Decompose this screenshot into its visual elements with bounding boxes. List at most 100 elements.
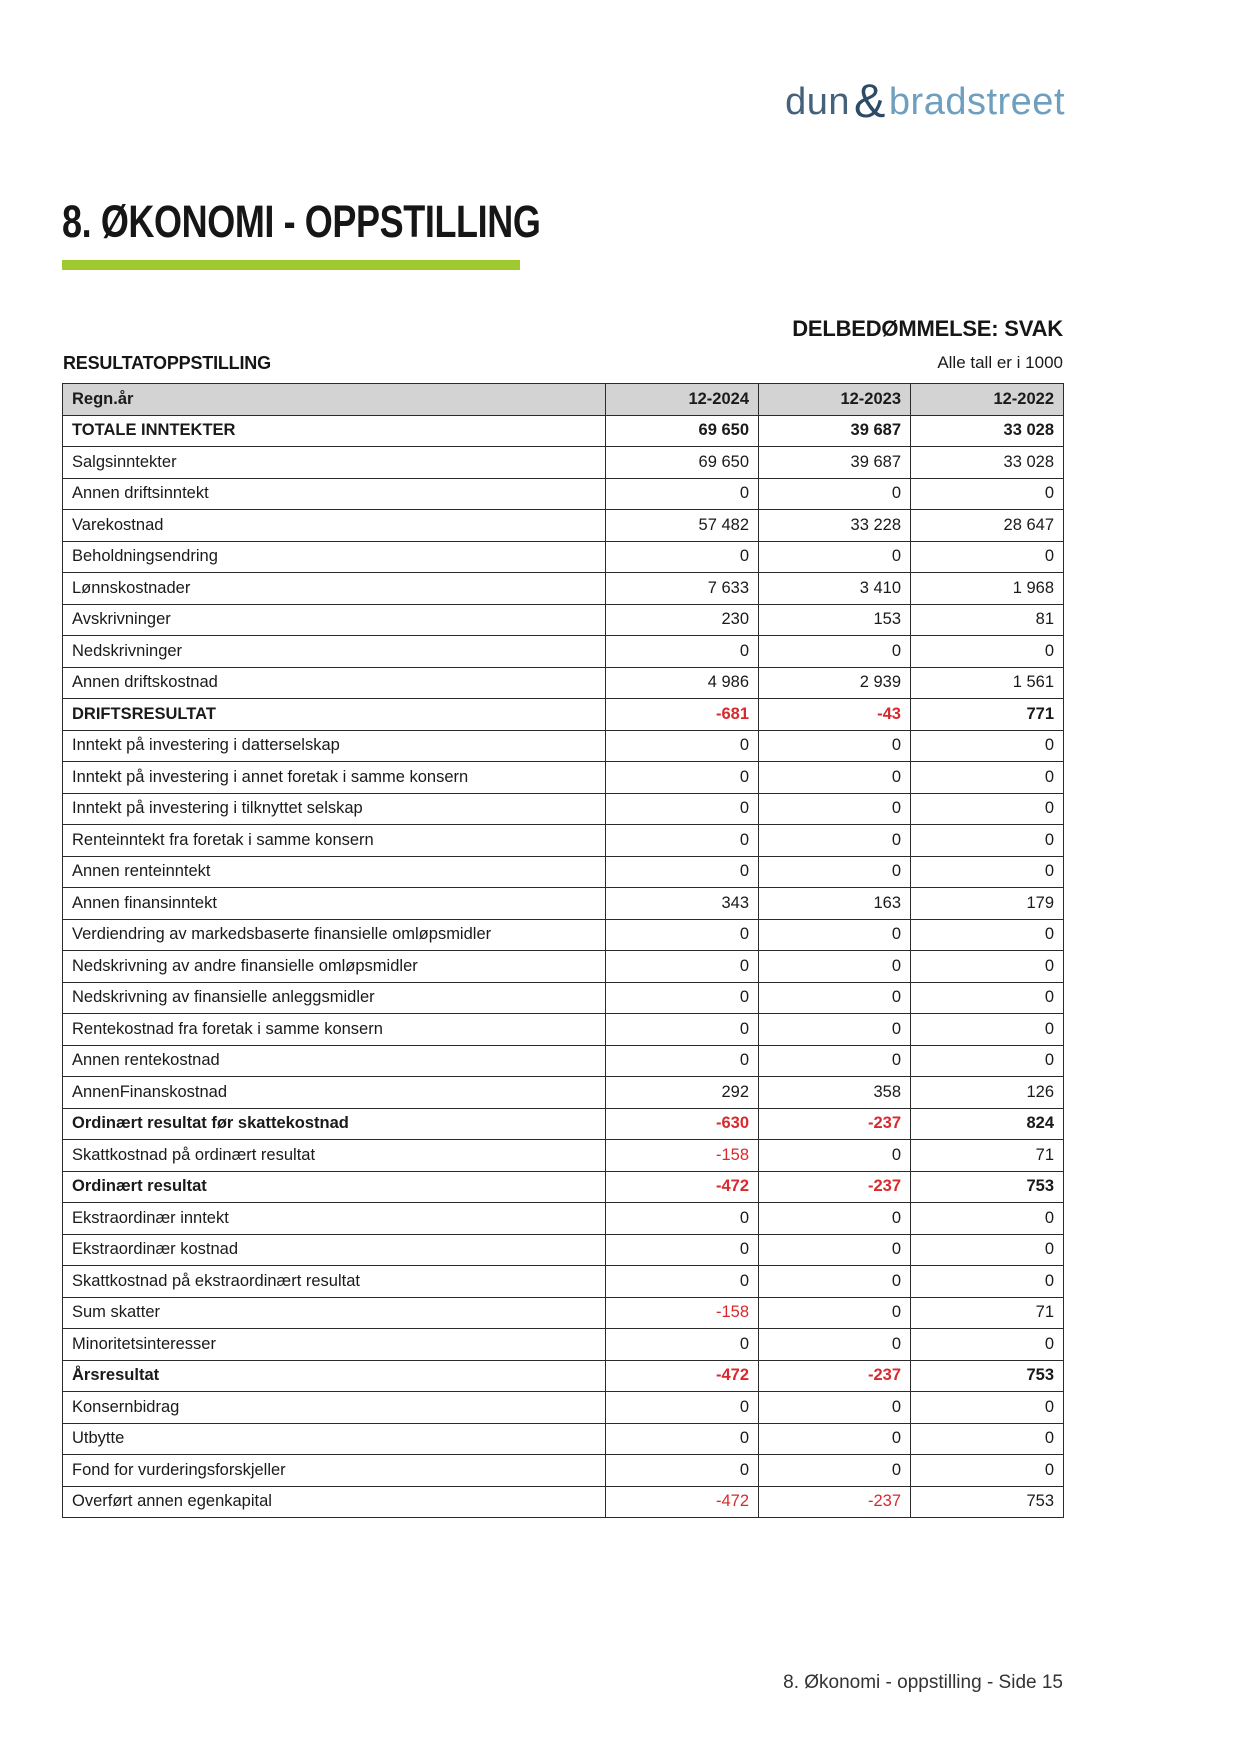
row-value: 0	[758, 981, 911, 1014]
row-value: 0	[605, 761, 759, 794]
row-value: 0	[910, 918, 1064, 951]
row-value: 81	[910, 603, 1064, 636]
row-label: Nedskrivninger	[62, 635, 606, 668]
row-label: Konsernbidrag	[62, 1391, 606, 1424]
table-row: Ekstraordinær inntekt 0 0 0	[62, 1202, 1064, 1235]
row-label: Nedskrivning av finansielle anleggsmidle…	[62, 981, 606, 1014]
row-value: 0	[910, 1454, 1064, 1487]
row-value: 0	[605, 1391, 759, 1424]
table-row: Beholdningsendring 0 0 0	[62, 540, 1064, 573]
table-row: Konsernbidrag 0 0 0	[62, 1391, 1064, 1424]
logo-text-dun: dun	[785, 81, 851, 123]
row-value: 0	[605, 824, 759, 857]
row-value: 0	[758, 1296, 911, 1329]
row-value: -681	[605, 698, 759, 731]
row-value: 179	[910, 887, 1064, 920]
row-value: 0	[758, 540, 911, 573]
table-row: Fond for vurderingsforskjeller 0 0 0	[62, 1454, 1064, 1487]
income-statement-table-wrap: Regn.år 12-2024 12-2023 12-2022 TOTALE I…	[62, 383, 1064, 1518]
row-value: 0	[605, 855, 759, 888]
row-label: Beholdningsendring	[62, 540, 606, 573]
table-row: Inntekt på investering i tilknyttet sels…	[62, 792, 1064, 825]
table-row: Salgsinntekter 69 650 39 687 33 028	[62, 446, 1064, 479]
units-note: Alle tall er i 1000	[937, 353, 1063, 372]
row-label: Annen finansinntekt	[62, 887, 606, 920]
row-value: 1 561	[910, 666, 1064, 699]
row-value: 0	[605, 1422, 759, 1455]
row-value: 0	[910, 1328, 1064, 1361]
row-value: 0	[605, 1265, 759, 1298]
row-value: 0	[758, 1328, 911, 1361]
row-value: 0	[605, 540, 759, 573]
row-label: Lønnskostnader	[62, 572, 606, 605]
row-value: 753	[910, 1359, 1064, 1392]
row-value: 69 650	[605, 446, 759, 479]
table-header-row: Regn.år 12-2024 12-2023 12-2022	[62, 383, 1064, 416]
row-value: -237	[758, 1359, 911, 1392]
row-value: 0	[758, 477, 911, 510]
row-value: 71	[910, 1296, 1064, 1329]
row-value: 230	[605, 603, 759, 636]
row-label: DRIFTSRESULTAT	[62, 698, 606, 731]
row-value: 0	[910, 981, 1064, 1014]
row-value: -472	[605, 1359, 759, 1392]
row-value: 0	[758, 1013, 911, 1046]
row-label: Varekostnad	[62, 509, 606, 542]
table-row: Årsresultat -472 -237 753	[62, 1359, 1064, 1392]
row-label: Ekstraordinær inntekt	[62, 1202, 606, 1235]
row-label: Rentekostnad fra foretak i samme konsern	[62, 1013, 606, 1046]
row-label: Sum skatter	[62, 1296, 606, 1329]
row-value: 0	[758, 729, 911, 762]
row-label: AnnenFinanskostnad	[62, 1076, 606, 1109]
row-label: Inntekt på investering i annet foretak i…	[62, 761, 606, 794]
row-value: 0	[758, 1202, 911, 1235]
row-value: 0	[605, 1454, 759, 1487]
row-value: 0	[605, 792, 759, 825]
result-table-body: TOTALE INNTEKTER 69 650 39 687 33 028 Salgsi…	[62, 414, 1064, 1518]
row-value: 0	[758, 1265, 911, 1298]
row-value: 0	[758, 1044, 911, 1077]
row-value: 33 028	[910, 414, 1064, 447]
row-value: 0	[910, 1391, 1064, 1424]
table-row: Avskrivninger 230 153 81	[62, 603, 1064, 636]
row-value: 4 986	[605, 666, 759, 699]
row-label: Verdiendring av markedsbaserte finansiel…	[62, 918, 606, 951]
row-value: 0	[758, 761, 911, 794]
row-label: Annen renteinntekt	[62, 855, 606, 888]
row-label: Annen driftsinntekt	[62, 477, 606, 510]
table-row: Skattkostnad på ekstraordinært resultat 0…	[62, 1265, 1064, 1298]
table-row: Nedskrivninger 0 0 0	[62, 635, 1064, 668]
row-value: 0	[758, 1391, 911, 1424]
row-value: 0	[605, 1044, 759, 1077]
row-value: 0	[910, 540, 1064, 573]
table-row: Lønnskostnader 7 633 3 410 1 968	[62, 572, 1064, 605]
row-value: 28 647	[910, 509, 1064, 542]
table-row: Sum skatter -158 0 71	[62, 1296, 1064, 1329]
row-value: 0	[758, 918, 911, 951]
header-12-2022: 12-2022	[910, 383, 1064, 416]
table-row: Ordinært resultat -472 -237 753	[62, 1170, 1064, 1203]
header-regnar: Regn.år	[62, 383, 606, 416]
row-label: Ordinært resultat før skattekostnad	[62, 1107, 606, 1140]
row-value: 0	[910, 729, 1064, 762]
row-value: 0	[605, 918, 759, 951]
row-value: 0	[910, 824, 1064, 857]
row-value: 753	[910, 1485, 1064, 1518]
table-row: DRIFTSRESULTAT -681 -43 771	[62, 698, 1064, 731]
table-row: Ekstraordinær kostnad 0 0 0	[62, 1233, 1064, 1266]
row-label: TOTALE INNTEKTER	[62, 414, 606, 447]
table-row: Inntekt på investering i annet foretak i…	[62, 761, 1064, 794]
row-value: -237	[758, 1170, 911, 1203]
row-value: 0	[910, 855, 1064, 888]
row-value: -158	[605, 1296, 759, 1329]
row-value: 0	[605, 729, 759, 762]
row-value: 0	[910, 1422, 1064, 1455]
row-value: 39 687	[758, 446, 911, 479]
row-value: -158	[605, 1139, 759, 1172]
row-label: Fond for vurderingsforskjeller	[62, 1454, 606, 1487]
row-value: 0	[605, 477, 759, 510]
row-value: 1 968	[910, 572, 1064, 605]
table-row: Annen finansinntekt 343 163 179	[62, 887, 1064, 920]
table-row: Overført annen egenkapital -472 -237 753	[62, 1485, 1064, 1518]
page-footer: 8. Økonomi - oppstilling - Side 15	[783, 1672, 1063, 1693]
